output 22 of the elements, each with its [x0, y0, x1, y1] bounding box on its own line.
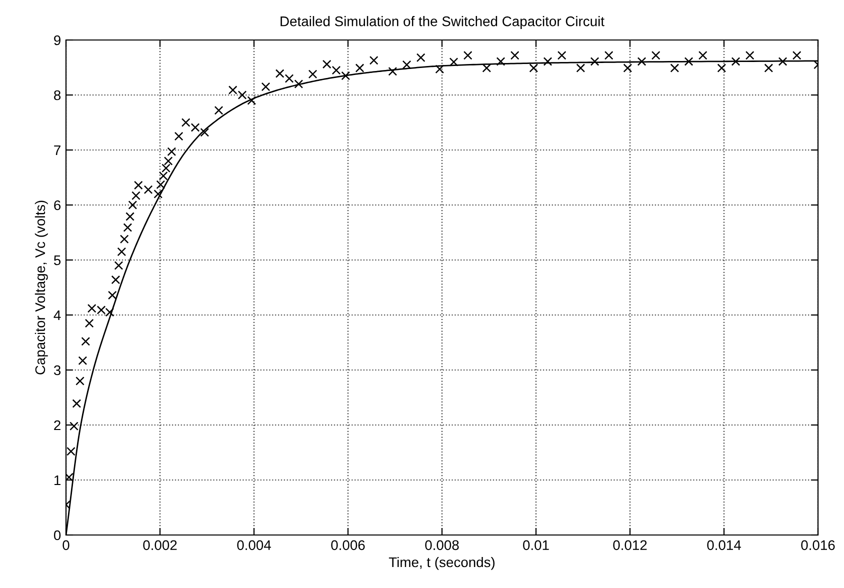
x-tick-label: 0.01 [523, 540, 549, 550]
y-tick-label: 6 [54, 200, 61, 210]
x-tick-label: 0.014 [707, 540, 741, 550]
x-tick-label: 0.004 [237, 540, 271, 550]
y-tick-label: 3 [54, 365, 61, 376]
x-tick-label: 0.002 [143, 540, 177, 550]
y-tick-label: 1 [54, 475, 60, 486]
chart-title: Detailed Simulation of the Switched Capacitor Circuit [280, 16, 604, 29]
x-axis-title: Time, t (seconds) [388, 556, 495, 570]
x-tick-label: 0.008 [425, 540, 459, 550]
y-axis-title: Capacitor Voltage, Vc (volts) [34, 200, 48, 374]
y-tick-label: 9 [54, 35, 60, 46]
y-tick-label: 7 [54, 145, 60, 156]
x-tick-label: 0.016 [801, 540, 835, 550]
y-tick-label: 2 [54, 420, 60, 430]
y-tick-label: 0 [54, 530, 61, 540]
y-tick-label: 5 [54, 255, 61, 266]
y-tick-label: 4 [54, 310, 61, 320]
x-tick-label: 0 [62, 540, 70, 550]
x-tick-label: 0.006 [331, 540, 365, 550]
x-tick-label: 0.012 [613, 540, 647, 550]
y-tick-label: 8 [54, 90, 61, 100]
